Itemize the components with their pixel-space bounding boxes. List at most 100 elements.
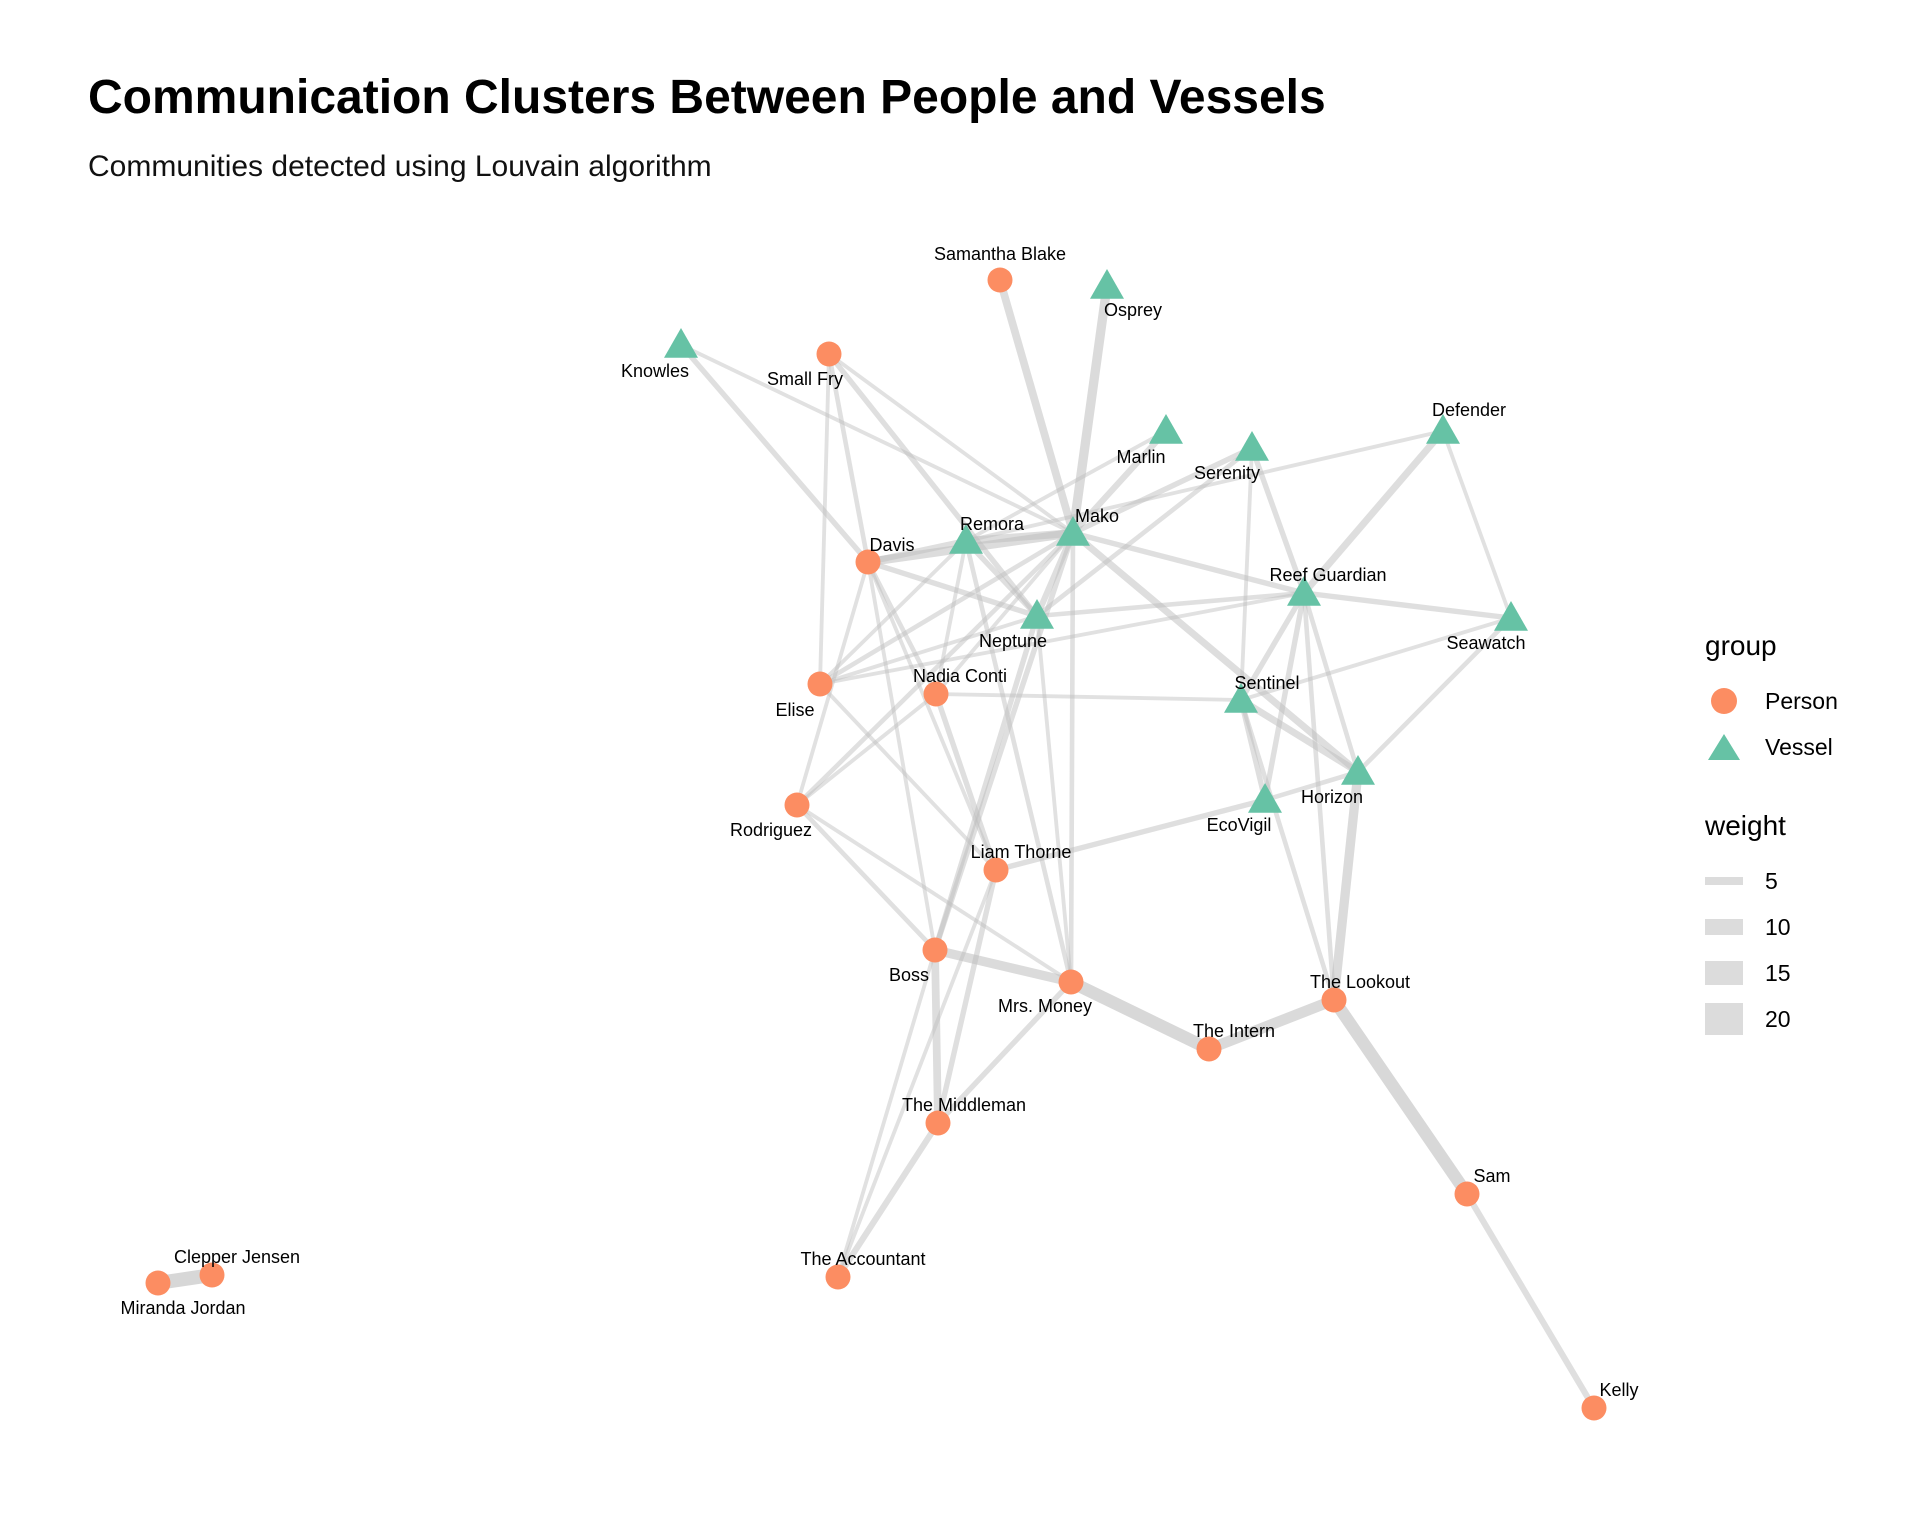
- edge-davis-nadia-conti: [865, 559, 939, 697]
- edge-reef-guardian-the-lookout: [1301, 590, 1337, 1003]
- edge-mako-mrs-money: [1068, 530, 1076, 985]
- edge-sentinel-ecovigil: [1238, 697, 1268, 803]
- node-label-osprey: Osprey: [1104, 300, 1162, 320]
- vessel-node-seawatch: [1494, 601, 1528, 631]
- edge-mako-reef-guardian: [1070, 530, 1307, 596]
- edge-mako-remora: [962, 529, 1077, 545]
- node-label-boss: Boss: [889, 965, 929, 985]
- node-label-elise: Elise: [775, 700, 814, 720]
- node-label-reef-guardian: Reef Guardian: [1269, 565, 1386, 585]
- edge-horizon-ecovigil: [1262, 769, 1361, 803]
- nodes-layer: [145, 267, 1607, 1421]
- edge-serenity-mako: [1070, 445, 1255, 536]
- edge-mako-elise: [817, 530, 1076, 687]
- edge-sentinel-the-lookout: [1238, 697, 1337, 1003]
- legend-weight-label: 15: [1765, 959, 1791, 986]
- edge-remora-davis: [864, 537, 970, 566]
- person-node-the-lookout: [1321, 987, 1347, 1013]
- edge-neptune-elise: [818, 614, 1039, 686]
- edge-knowles-davis: [678, 342, 871, 565]
- legend-label-person: Person: [1765, 687, 1838, 714]
- node-label-the-middleman: The Middleman: [902, 1095, 1026, 1115]
- vessel-triangle-icon: [1708, 734, 1740, 760]
- person-node-boss: [922, 937, 948, 963]
- person-node-davis: [855, 549, 881, 575]
- node-label-neptune: Neptune: [979, 631, 1047, 651]
- edge-serenity-neptune: [1034, 445, 1255, 619]
- node-label-kelly: Kelly: [1599, 1380, 1638, 1400]
- node-label-miranda-jordan: Miranda Jordan: [120, 1298, 245, 1318]
- edge-sam-kelly: [1463, 1190, 1598, 1412]
- edge-osprey-mako: [1068, 281, 1112, 538]
- edge-knowles-mako: [679, 343, 1075, 535]
- vessel-node-reef-guardian: [1287, 576, 1321, 606]
- edge-elise-liam-thorne: [818, 682, 998, 872]
- node-label-davis: Davis: [869, 535, 914, 555]
- edge-marlin-remora: [964, 429, 1168, 543]
- edge-reef-guardian-horizon: [1301, 590, 1361, 775]
- vessel-node-osprey: [1090, 269, 1124, 299]
- edge-mako-boss: [932, 530, 1076, 953]
- edge-sentinel-horizon: [1237, 696, 1362, 776]
- weight-10-bar: [1705, 919, 1743, 935]
- legend-group-title: group: [1705, 630, 1777, 661]
- vessel-node-sentinel: [1224, 683, 1258, 713]
- edge-liam-thorne-the-accountant: [836, 868, 998, 1279]
- edge-reef-guardian-sentinel: [1238, 590, 1307, 703]
- vessel-node-serenity: [1235, 431, 1269, 461]
- edge-reef-guardian-ecovigil: [1262, 590, 1307, 803]
- node-label-liam-thorne: Liam Thorne: [971, 842, 1072, 862]
- node-label-rodriguez: Rodriguez: [730, 820, 812, 840]
- edge-defender-remora: [964, 429, 1445, 543]
- node-label-the-intern: The Intern: [1193, 1021, 1275, 1041]
- edge-serenity-reef-guardian: [1249, 445, 1307, 596]
- person-node-nadia-conti: [923, 681, 949, 707]
- node-label-mrs-money: Mrs. Money: [998, 996, 1092, 1016]
- vessel-node-remora: [949, 524, 983, 554]
- person-node-clepper-jensen: [199, 1262, 225, 1288]
- edge-boss-mrs-money: [930, 945, 1076, 987]
- node-label-the-lookout: The Lookout: [1310, 972, 1410, 992]
- weight-15-bar: [1705, 961, 1743, 985]
- edge-mrs-money-the-intern: [1064, 975, 1216, 1056]
- vessel-node-neptune: [1020, 599, 1054, 629]
- edge-davis-rodriguez: [795, 560, 870, 807]
- node-label-sam: Sam: [1473, 1166, 1510, 1186]
- node-label-clepper-jensen: Clepper Jensen: [174, 1247, 300, 1267]
- person-node-the-accountant: [825, 1264, 851, 1290]
- legend-weight-5: 5: [1705, 858, 1905, 904]
- edge-boss-the-middleman: [931, 946, 942, 1127]
- node-label-marlin: Marlin: [1116, 447, 1165, 467]
- person-node-elise: [807, 671, 833, 697]
- weight-20-bar: [1705, 1003, 1743, 1035]
- edge-the-lookout-the-intern: [1203, 994, 1340, 1055]
- vessel-node-defender: [1426, 414, 1460, 444]
- edge-neptune-boss: [932, 613, 1040, 953]
- edge-serenity-sentinel: [1239, 446, 1254, 702]
- edge-rodriguez-nadia-conti: [795, 692, 938, 807]
- edge-samantha-blake-mako: [996, 276, 1077, 537]
- legend-weight-label: 5: [1765, 867, 1778, 894]
- edge-mrs-money-the-middleman: [935, 979, 1074, 1126]
- legend-weight-15: 15: [1705, 950, 1905, 996]
- node-label-defender: Defender: [1432, 400, 1506, 420]
- edge-davis-liam-thorne: [866, 560, 998, 872]
- node-label-seawatch: Seawatch: [1446, 633, 1525, 653]
- chart-subtitle: Communities detected using Louvain algor…: [88, 150, 712, 183]
- legend-weight-10: 10: [1705, 904, 1905, 950]
- labels-layer: Samantha Blake Osprey Knowles Small Fry Marl…: [120, 244, 1638, 1400]
- edge-the-lookout-sam: [1327, 993, 1474, 1201]
- legend-weight-label: 10: [1765, 913, 1791, 940]
- edge-the-middleman-the-accountant: [834, 1119, 942, 1281]
- legend-weight-20: 20: [1705, 996, 1905, 1042]
- edge-remora-elise: [818, 539, 968, 686]
- person-node-the-middleman: [925, 1110, 951, 1136]
- vessel-node-ecovigil: [1248, 783, 1282, 813]
- node-label-the-accountant: The Accountant: [800, 1249, 925, 1269]
- edge-reef-guardian-neptune: [1034, 590, 1307, 619]
- edge-nadia-conti-sentinel: [934, 692, 1243, 702]
- person-node-miranda-jordan: [145, 1270, 171, 1296]
- weight-5-bar: [1705, 877, 1743, 885]
- person-node-samantha-blake: [987, 267, 1013, 293]
